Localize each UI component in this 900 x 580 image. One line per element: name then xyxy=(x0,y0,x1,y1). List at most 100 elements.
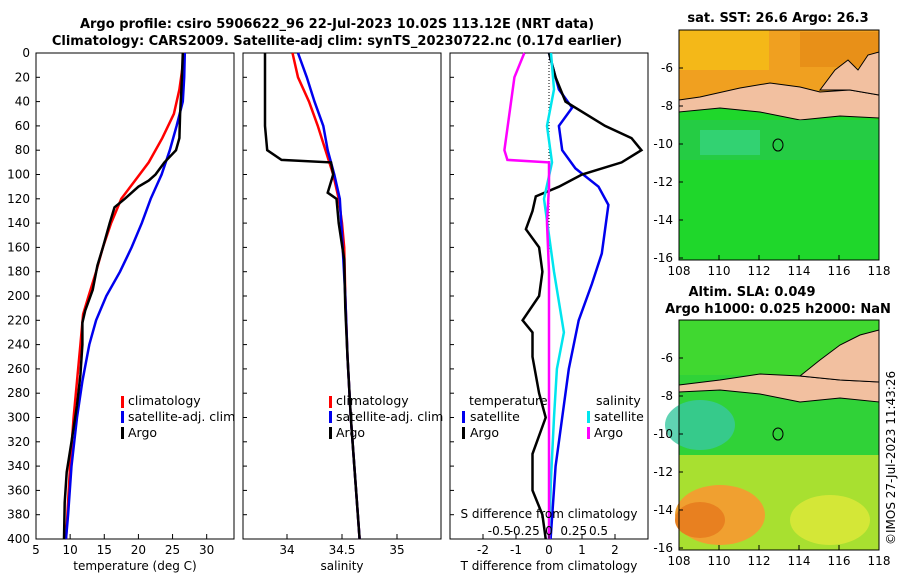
sla-lon-label-4: 116 xyxy=(828,554,851,568)
sla-lat-label-5: -16 xyxy=(653,541,673,555)
sla-lon-label-5: 118 xyxy=(868,554,891,568)
ytick-label-15: 300 xyxy=(7,411,30,425)
series-line-0-2 xyxy=(62,52,185,540)
difference-legend-t-title: temperature xyxy=(469,393,548,408)
ytick-label-13: 260 xyxy=(7,362,30,376)
temperature-legend-argo: Argo xyxy=(128,425,157,440)
sla-argo-marker xyxy=(772,427,784,441)
sst-lat-label-3: -12 xyxy=(653,175,673,189)
xtick-label-2-4: 2 xyxy=(611,543,619,557)
temperature-xlabel: temperature (deg C) xyxy=(73,559,196,573)
difference-legend-s-argo: Argo xyxy=(594,425,623,440)
salinity-legend-clim: climatology xyxy=(336,393,409,408)
difference-panel: -2 -1 0 1 2 -0.5-0.25 0 0.25 0.5 T difference fr… xyxy=(449,52,649,573)
ytick-label-2: 40 xyxy=(15,95,30,109)
xtick-s-label-1: -0.25 xyxy=(509,524,540,538)
ytick-label-0: 0 xyxy=(22,46,30,60)
xtick-label-2-2: 0 xyxy=(545,543,553,557)
sst-lat-label-0: -6 xyxy=(661,61,673,75)
ytick-label-12: 240 xyxy=(7,338,30,352)
ytick-label-8: 160 xyxy=(7,240,30,254)
difference-legend-s-sat: satellite xyxy=(594,409,644,424)
difference-legend-t-sat: satellite xyxy=(470,409,520,424)
xtick-s-label-4: 0.5 xyxy=(589,524,608,538)
sla-map: Altim. SLA: 0.049 Argo h1000: 0.025 h200… xyxy=(653,285,890,568)
xtick-s-label-2: 0 xyxy=(545,524,553,538)
ytick-label-4: 80 xyxy=(15,143,30,157)
difference-legend-s-title: salinity xyxy=(596,393,641,408)
temperature-legend-sat: satellite-adj. clim xyxy=(128,409,235,424)
xtick-label-2-3: 1 xyxy=(578,543,586,557)
sla-lon-label-2: 112 xyxy=(748,554,771,568)
ytick-label-10: 200 xyxy=(7,289,30,303)
ytick-label-11: 220 xyxy=(7,313,30,327)
figure-title-line2: Climatology: CARS2009. Satellite-adj cli… xyxy=(52,34,622,49)
xtick-label-0-2: 15 xyxy=(97,543,112,557)
sla-map-title2: Argo h1000: 0.025 h2000: NaN xyxy=(665,302,891,317)
temperature-panel: 5 10 15 20 25 300 20 40 60 80 100 120 140 160 180 200 22… xyxy=(7,46,235,573)
sla-lat-label-0: -6 xyxy=(661,351,673,365)
sla-lat-label-2: -10 xyxy=(653,427,673,441)
sst-map: sat. SST: 26.6 Argo: 26.3 108 110 112 114 11… xyxy=(653,11,890,278)
sst-lat-label-2: -10 xyxy=(653,137,673,151)
sla-lat-label-3: -12 xyxy=(653,465,673,479)
series-line-0-1 xyxy=(64,52,187,540)
ytick-label-9: 180 xyxy=(7,265,30,279)
xtick-label-1-2: 35 xyxy=(389,543,404,557)
ytick-label-19: 380 xyxy=(7,508,30,522)
difference-legend-temperature: temperature satellite Argo xyxy=(462,393,548,440)
xtick-s-label-0: -0.5 xyxy=(488,524,511,538)
sla-map-title1: Altim. SLA: 0.049 xyxy=(689,285,816,300)
ytick-label-5: 100 xyxy=(7,168,30,182)
sst-map-title: sat. SST: 26.6 Argo: 26.3 xyxy=(687,11,868,26)
xtick-label-0-1: 10 xyxy=(62,543,77,557)
ytick-label-6: 120 xyxy=(7,192,30,206)
sla-lat-label-1: -8 xyxy=(661,389,673,403)
ytick-label-20: 400 xyxy=(7,532,30,546)
sst-lat-label-1: -8 xyxy=(661,99,673,113)
sst-lat-label-4: -14 xyxy=(653,213,673,227)
xtick-label-0-4: 25 xyxy=(165,543,180,557)
xtick-label-1-1: 34.5 xyxy=(329,543,356,557)
sst-argo-marker xyxy=(772,138,784,152)
figure-title-line1: Argo profile: csiro 5906622_96 22-Jul-20… xyxy=(80,17,594,32)
credit-stamp: ©IMOS 27-Jul-2023 11:43:26 xyxy=(884,371,898,545)
xtick-label-2-0: -2 xyxy=(477,543,489,557)
xtick-label-1-0: 34 xyxy=(279,543,294,557)
salinity-panel: 34 34.5 35 salinity climatology satellite-… xyxy=(242,52,443,573)
series-line-0-0 xyxy=(64,52,187,540)
ytick-label-3: 60 xyxy=(15,119,30,133)
ytick-label-1: 20 xyxy=(15,70,30,84)
temperature-legend: climatology satellite-adj. clim Argo xyxy=(121,393,235,440)
sla-lat-label-4: -14 xyxy=(653,503,673,517)
series-line-2-2 xyxy=(542,52,566,540)
sst-lon-label-3: 114 xyxy=(788,264,811,278)
difference-legend-salinity: salinity satellite Argo xyxy=(587,393,644,440)
series-line-1-1 xyxy=(296,52,361,540)
salinity-legend: climatology satellite-adj. clim Argo xyxy=(329,393,443,440)
difference-xlabel: T difference from climatology xyxy=(460,559,638,573)
sst-lon-label-0: 108 xyxy=(668,264,691,278)
salinity-legend-sat: satellite-adj. clim xyxy=(336,409,443,424)
sla-lon-label-0: 108 xyxy=(668,554,691,568)
ytick-label-16: 320 xyxy=(7,435,30,449)
difference-legend-t-argo: Argo xyxy=(470,425,499,440)
temperature-legend-clim: climatology xyxy=(128,393,201,408)
sst-lon-label-2: 112 xyxy=(748,264,771,278)
sla-lon-label-3: 114 xyxy=(788,554,811,568)
salinity-xlabel: salinity xyxy=(320,559,363,573)
series-line-1-2 xyxy=(263,53,361,540)
xtick-label-0-3: 20 xyxy=(131,543,146,557)
ytick-label-14: 280 xyxy=(7,386,30,400)
sst-lon-label-1: 110 xyxy=(708,264,731,278)
series-line-2-1 xyxy=(521,52,644,540)
sst-lon-label-4: 116 xyxy=(828,264,851,278)
xtick-label-0-0: 5 xyxy=(32,543,40,557)
ytick-label-18: 360 xyxy=(7,483,30,497)
sst-lat-label-5: -16 xyxy=(653,251,673,265)
difference-xlabel-salinity: S difference from climatology xyxy=(461,507,638,521)
ytick-label-7: 140 xyxy=(7,216,30,230)
series-line-2-3 xyxy=(503,52,551,539)
ytick-label-17: 340 xyxy=(7,459,30,473)
